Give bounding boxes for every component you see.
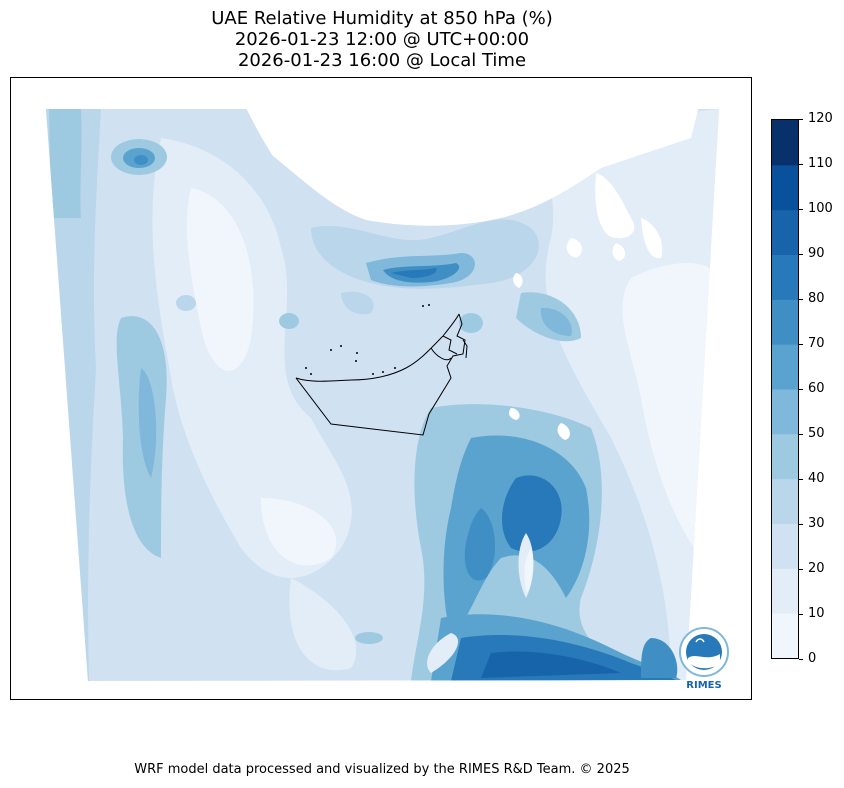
colorbar — [771, 119, 799, 659]
colorbar-tick-label: 50 — [799, 427, 844, 441]
colorbar-tick-label: 110 — [799, 157, 844, 171]
colorbar-swatch — [772, 209, 798, 255]
title-line-1: UAE Relative Humidity at 850 hPa (%) — [211, 8, 553, 29]
map-frame — [10, 77, 752, 700]
colorbar-tick-label: 70 — [799, 337, 844, 351]
colorbar-swatch — [772, 254, 798, 300]
uae-islands — [305, 304, 430, 375]
colorbar-tick-label: 60 — [799, 382, 844, 396]
colorbar-tick-label: 0 — [799, 652, 844, 666]
colorbar-swatch — [772, 613, 798, 658]
colorbar-ticks: 0 10 20 30 40 50 60 70 80 90 100 110 120 — [799, 112, 844, 666]
colorbar-swatches — [772, 120, 798, 658]
rimes-logo: RIMES — [676, 612, 732, 692]
rimes-logo-text: RIMES — [686, 680, 721, 691]
map-title: UAE Relative Humidity at 850 hPa (%) 202… — [0, 8, 764, 71]
colorbar-tick-label: 100 — [799, 202, 844, 216]
colorbar-swatch — [772, 299, 798, 345]
colorbar-tick-label: 120 — [799, 112, 844, 126]
title-line-2: 2026-01-23 12:00 @ UTC+00:00 — [234, 29, 530, 50]
colorbar-swatch — [772, 120, 798, 166]
colorbar-tick-label: 90 — [799, 247, 844, 261]
colorbar-swatch — [772, 523, 798, 569]
colorbar-swatch — [772, 568, 798, 614]
humidity-map — [46, 98, 719, 681]
uae-boundary — [295, 313, 468, 436]
colorbar-swatch — [772, 344, 798, 390]
colorbar-tick-label: 30 — [799, 517, 844, 531]
colorbar-tick-label: 20 — [799, 562, 844, 576]
colorbar-tick-label: 80 — [799, 292, 844, 306]
footer-credit: WRF model data processed and visualized … — [134, 762, 630, 777]
colorbar-swatch — [772, 164, 798, 211]
title-line-3: 2026-01-23 16:00 @ Local Time — [237, 50, 527, 71]
colorbar-swatch — [772, 433, 798, 480]
colorbar-tick-label: 40 — [799, 472, 844, 486]
colorbar-tick-label: 10 — [799, 607, 844, 621]
colorbar-swatch — [772, 478, 798, 524]
colorbar-swatch — [772, 389, 798, 435]
